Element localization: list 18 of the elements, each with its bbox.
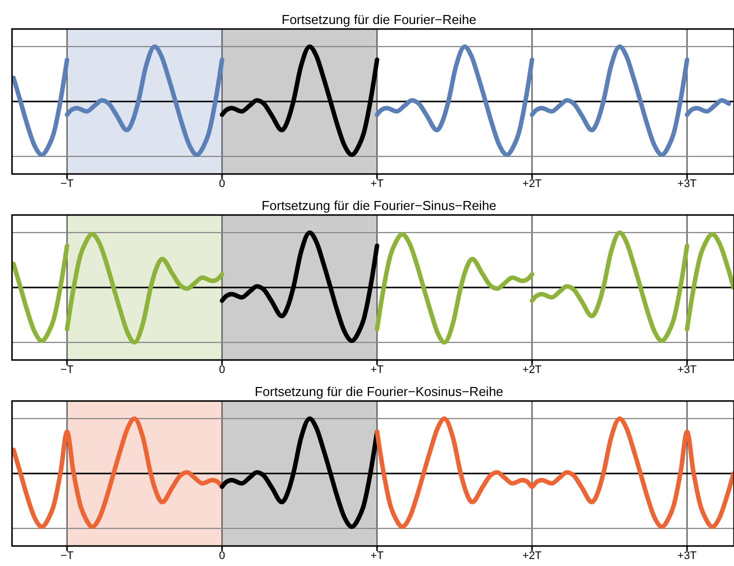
x-tick-label: +2T <box>522 550 542 562</box>
x-tick-label: +3T <box>677 364 697 376</box>
x-tick-label: −T <box>60 550 74 562</box>
x-tick-label: +3T <box>677 178 697 190</box>
x-tick-label: +3T <box>677 550 697 562</box>
x-tick-label: +T <box>370 550 384 562</box>
chart-title: Fortsetzung für die Fourier−Sinus−Reihe <box>262 198 496 213</box>
x-tick-label: +2T <box>522 364 542 376</box>
x-tick-label: +T <box>370 178 384 190</box>
x-tick-label: −T <box>60 178 74 190</box>
x-tick-label: 0 <box>218 178 226 190</box>
x-tick-label: 0 <box>218 550 226 562</box>
chart-title: Fortsetzung für die Fourier−Kosinus−Reihe <box>254 384 504 399</box>
chart-title: Fortsetzung für die Fourier−Reihe <box>282 12 476 27</box>
x-tick-label: +T <box>370 364 384 376</box>
x-tick-label: 0 <box>218 364 226 376</box>
x-tick-label: +2T <box>522 178 542 190</box>
x-tick-label: −T <box>60 364 74 376</box>
